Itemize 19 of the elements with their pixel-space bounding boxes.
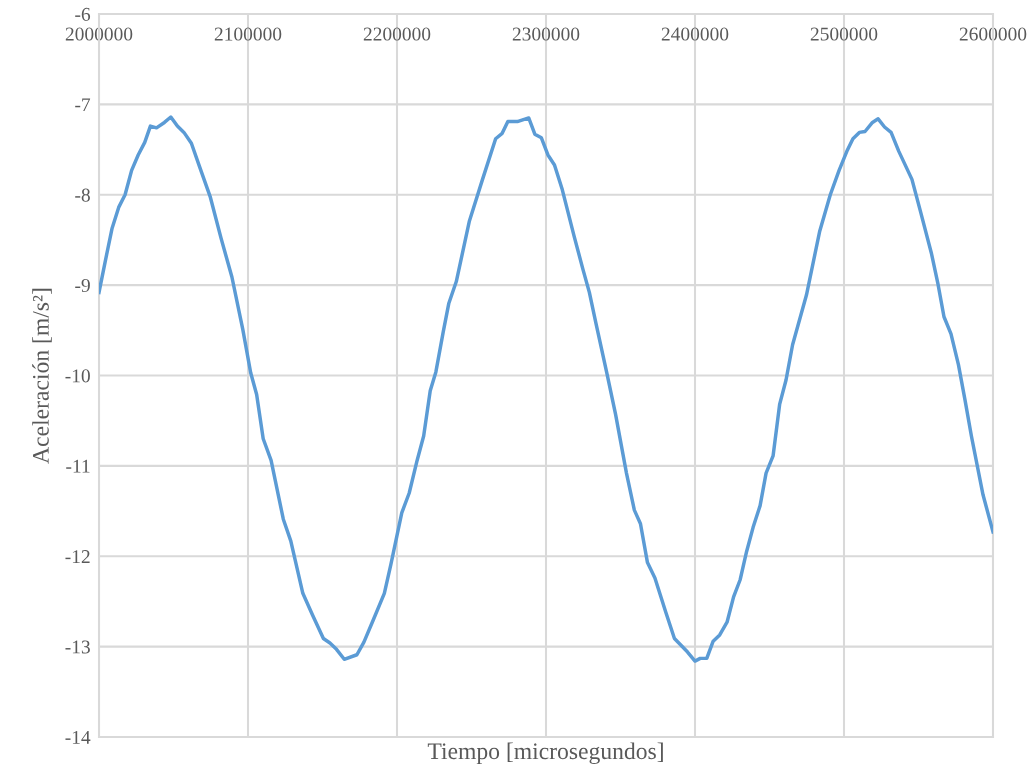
x-tick-label: 2300000 xyxy=(512,27,580,41)
y-tick-label: -7 xyxy=(75,98,91,112)
x-tick-label: 2200000 xyxy=(363,27,431,41)
y-tick-label: -12 xyxy=(65,550,90,563)
x-axis-title: Tiempo [microsegundos] xyxy=(427,742,663,765)
y-tick-label: -14 xyxy=(65,730,91,744)
x-tick-label: 2000000 xyxy=(65,27,133,41)
x-tick-label: 2100000 xyxy=(214,27,282,41)
y-tick-label: -9 xyxy=(75,279,90,293)
y-tick-label: -6 xyxy=(75,7,91,21)
y-tick-label: -8 xyxy=(75,188,90,202)
y-tick-label: -13 xyxy=(65,640,90,654)
line-series xyxy=(99,115,993,663)
x-tick-label: 2400000 xyxy=(661,27,729,41)
x-tick-label: 2500000 xyxy=(810,27,878,41)
x-tick-label: 2600000 xyxy=(959,27,1027,41)
y-tick-label: -11 xyxy=(66,459,90,473)
y-tick-label: -10 xyxy=(65,369,90,383)
y-axis-title: Aceleración [m/s²] xyxy=(32,288,52,464)
